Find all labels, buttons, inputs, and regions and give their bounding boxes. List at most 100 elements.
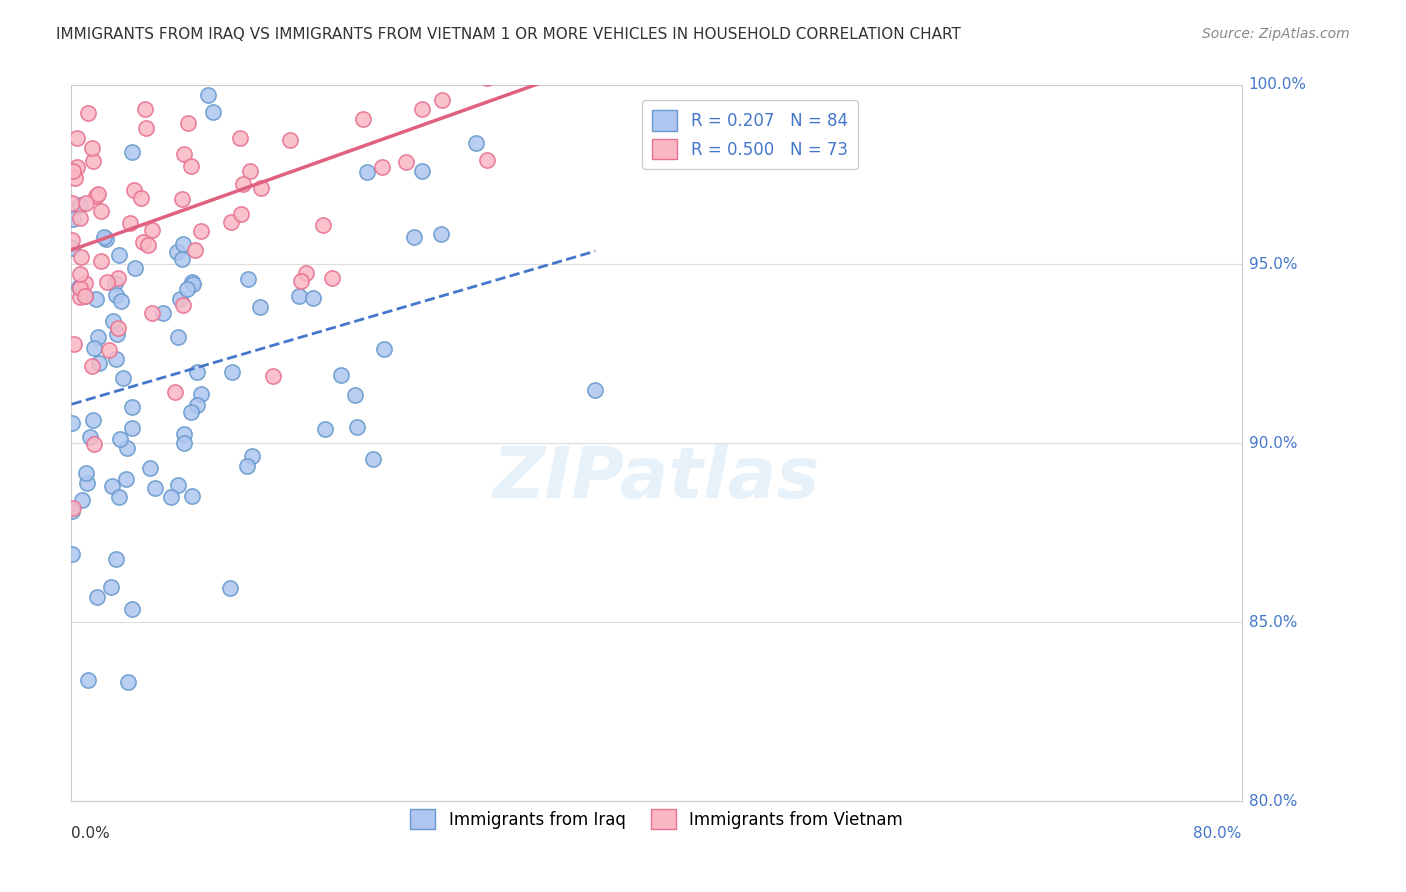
Point <box>76 476 98 491</box>
Point <box>62 500 84 515</box>
Text: 0.0%: 0.0% <box>72 826 110 841</box>
Point <box>170 252 193 267</box>
Point <box>253 24 276 38</box>
Text: 85.0%: 85.0% <box>1249 615 1296 630</box>
Point <box>477 70 499 85</box>
Point <box>69 280 91 294</box>
Point <box>166 478 188 492</box>
Point <box>186 364 208 378</box>
Point <box>110 432 132 446</box>
Text: IMMIGRANTS FROM IRAQ VS IMMIGRANTS FROM VIETNAM 1 OR MORE VEHICLES IN HOUSEHOLD : IMMIGRANTS FROM IRAQ VS IMMIGRANTS FROM … <box>56 27 962 42</box>
Point <box>214 24 236 38</box>
Point <box>219 215 242 229</box>
Point <box>411 102 433 116</box>
Point <box>333 62 356 77</box>
Point <box>98 343 121 357</box>
Point <box>432 94 454 108</box>
Point <box>62 547 84 561</box>
Point <box>373 342 395 356</box>
Point <box>295 266 318 280</box>
Point <box>105 49 128 63</box>
Point <box>77 673 100 687</box>
Point <box>176 116 198 130</box>
Point <box>122 183 145 197</box>
Point <box>221 365 243 379</box>
Point <box>107 247 129 261</box>
Point <box>173 435 195 450</box>
Point <box>121 421 143 435</box>
Point <box>278 133 301 147</box>
Point <box>82 412 104 426</box>
Point <box>100 580 122 594</box>
Point <box>100 479 122 493</box>
Point <box>69 251 91 265</box>
Point <box>290 274 312 288</box>
Point <box>172 297 194 311</box>
Point <box>75 466 97 480</box>
Point <box>475 153 498 167</box>
Point <box>167 330 190 344</box>
Point <box>172 237 194 252</box>
Point <box>87 187 110 202</box>
Point <box>80 141 103 155</box>
Point <box>169 293 191 307</box>
Point <box>62 212 84 227</box>
Point <box>190 224 212 238</box>
Point <box>60 503 83 517</box>
Point <box>129 191 152 205</box>
Point <box>395 154 418 169</box>
Point <box>117 674 139 689</box>
Point <box>250 181 273 195</box>
Point <box>93 229 115 244</box>
Point <box>229 207 252 221</box>
Point <box>346 420 368 434</box>
Point <box>108 490 131 504</box>
Point <box>352 112 374 127</box>
Point <box>121 145 143 159</box>
Point <box>239 164 262 178</box>
Point <box>86 590 108 604</box>
Point <box>184 243 207 257</box>
Point <box>343 387 366 401</box>
Point <box>75 276 97 290</box>
Point <box>60 195 83 210</box>
Point <box>60 416 83 430</box>
Point <box>356 165 378 179</box>
Point <box>73 288 96 302</box>
Point <box>429 227 451 242</box>
Point <box>83 341 105 355</box>
Point <box>75 289 97 303</box>
Point <box>101 314 124 328</box>
Point <box>86 330 108 344</box>
Point <box>232 177 254 191</box>
Point <box>411 163 433 178</box>
Point <box>181 489 204 503</box>
Point <box>202 104 225 119</box>
Point <box>219 582 242 596</box>
Point <box>236 272 259 286</box>
Point <box>132 235 155 249</box>
Point <box>321 270 343 285</box>
Point <box>381 28 404 42</box>
Point <box>143 481 166 495</box>
Point <box>583 383 606 397</box>
Text: 90.0%: 90.0% <box>1249 435 1298 450</box>
Point <box>288 289 311 303</box>
Point <box>329 368 352 382</box>
Point <box>180 405 202 419</box>
Point <box>75 195 97 210</box>
Point <box>107 271 129 285</box>
Text: 80.0%: 80.0% <box>1194 826 1241 841</box>
Point <box>121 601 143 615</box>
Point <box>65 160 87 174</box>
Point <box>134 102 156 116</box>
Point <box>121 400 143 414</box>
Point <box>381 24 404 38</box>
Point <box>96 275 118 289</box>
Point <box>157 69 180 83</box>
Point <box>66 131 89 145</box>
Text: ZIPatlas: ZIPatlas <box>492 444 820 514</box>
Point <box>197 87 219 102</box>
Point <box>104 288 127 302</box>
Text: 80.0%: 80.0% <box>1249 794 1296 809</box>
